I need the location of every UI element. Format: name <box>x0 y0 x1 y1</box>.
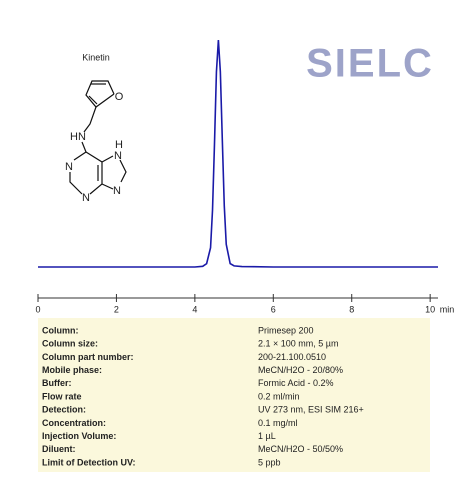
trace <box>38 39 438 268</box>
row-label: Concentration: <box>42 418 106 428</box>
row-value: 0.1 mg/ml <box>258 418 298 428</box>
row-value: 1 µL <box>258 431 276 441</box>
row-value: Primesep 200 <box>258 325 314 335</box>
row-value: 2.1 × 100 mm, 5 µm <box>258 339 338 349</box>
x-tick-label: 10 <box>425 304 435 314</box>
compound-name: Kinetin <box>82 52 110 62</box>
bond <box>101 155 114 163</box>
atom: O <box>115 91 124 103</box>
row-value: MeCN/H2O - 50/50% <box>258 444 343 454</box>
bond <box>69 172 83 195</box>
atom: H <box>115 139 123 151</box>
row-value: UV 273 nm, ESI SIM 216+ <box>258 405 364 415</box>
structure: O HN N N H N N <box>65 80 127 204</box>
x-axis-label: min <box>440 304 455 314</box>
bond <box>73 151 87 161</box>
atom: N <box>82 192 90 204</box>
row-label: Detection: <box>42 405 86 415</box>
bond <box>88 95 98 105</box>
x-tick-label: 4 <box>192 304 197 314</box>
row-label: Column: <box>42 325 79 335</box>
row-value: 200-21.100.0510 <box>258 352 326 362</box>
bond <box>101 183 114 190</box>
table-background <box>38 318 430 472</box>
atom: N <box>114 150 122 162</box>
row-value: 0.2 ml/min <box>258 391 300 401</box>
row-label: Diluent: <box>42 444 76 454</box>
bond <box>119 159 127 183</box>
row-label: Column part number: <box>42 352 134 362</box>
furan-ring <box>85 80 115 108</box>
row-value: MeCN/H2O - 20/80% <box>258 365 343 375</box>
atom: N <box>113 185 121 197</box>
bond <box>81 141 87 153</box>
logo: SIELC <box>306 42 434 86</box>
x-tick-label: 2 <box>114 304 119 314</box>
x-tick-label: 6 <box>271 304 276 314</box>
atom: N <box>65 161 73 173</box>
x-tick-label: 0 <box>35 304 40 314</box>
row-label: Mobile phase: <box>42 365 102 375</box>
row-label: Limit of Detection UV: <box>42 457 136 467</box>
row-value: 5 ppb <box>258 457 281 467</box>
row-label: Flow rate <box>42 391 82 401</box>
bond <box>85 151 103 195</box>
row-label: Buffer: <box>42 378 72 388</box>
row-label: Column size: <box>42 339 98 349</box>
atom: HN <box>70 131 86 143</box>
row-value: Formic Acid - 0.2% <box>258 378 334 388</box>
row-label: Injection Volume: <box>42 431 116 441</box>
x-tick-label: 8 <box>349 304 354 314</box>
bond <box>83 106 97 133</box>
